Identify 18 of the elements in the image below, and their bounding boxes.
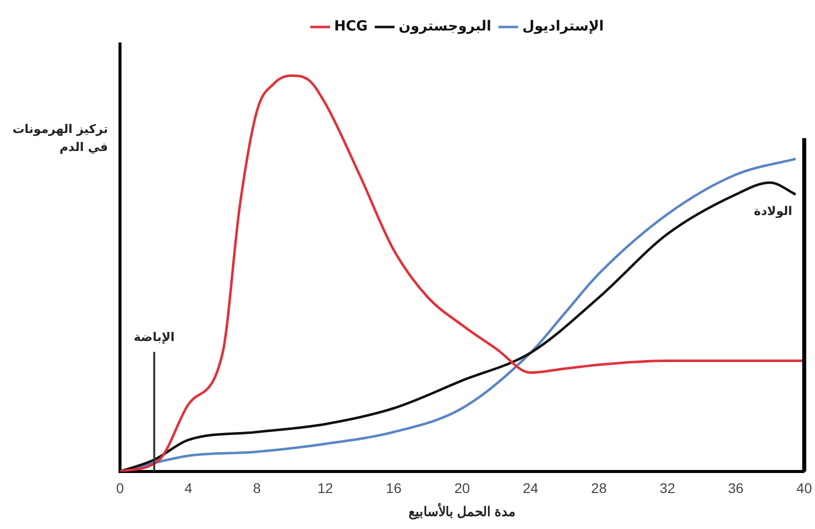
x-axis-title: مدة الحمل بالأسابيع: [408, 502, 516, 520]
legend-label: HCG: [334, 18, 368, 35]
x-tick-label: 32: [660, 480, 676, 496]
x-tick-label: 24: [522, 480, 539, 496]
x-tick-label: 16: [386, 480, 402, 496]
x-tick-label: 8: [252, 480, 261, 496]
x-tick-label: 20: [454, 480, 470, 496]
x-tick-label: 40: [796, 480, 812, 496]
x-tick-label: 12: [317, 480, 334, 496]
legend-label: الإستراديول: [522, 18, 604, 35]
y-axis-title: تركيز الهرمونات في الدم: [11, 121, 108, 156]
x-tick-label: 4: [184, 480, 193, 496]
x-tick-label: 0: [116, 480, 124, 496]
ref-line-label: الإباضة: [134, 330, 175, 344]
x-tick-label: 28: [591, 480, 607, 496]
x-tick-label: 36: [728, 480, 744, 496]
ref-line-label: الولادة: [754, 204, 792, 218]
legend-label: البروجسترون: [398, 18, 492, 35]
